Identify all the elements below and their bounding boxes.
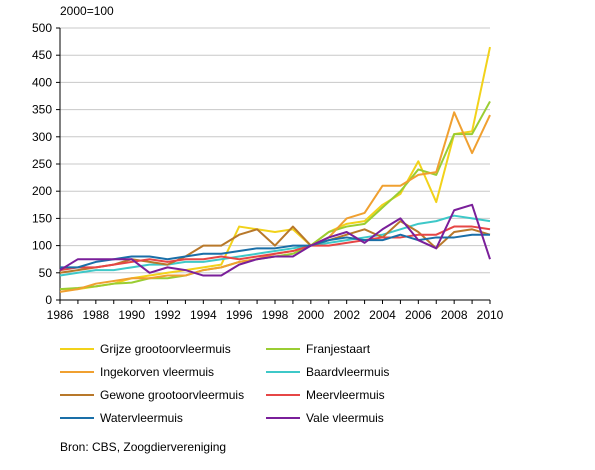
legend-swatch	[266, 394, 300, 396]
y-tick-label: 0	[45, 293, 52, 307]
legend-label: Meervleermuis	[306, 388, 385, 402]
legend-swatch	[60, 371, 94, 373]
legend-label: Ingekorven vleermuis	[100, 365, 215, 379]
series-line-baardvleermuis	[59, 214, 491, 277]
x-tick-label: 2010	[477, 308, 504, 322]
legend-label: Grijze grootoorvleermuis	[100, 342, 231, 356]
legend-item: Vale vleermuis	[266, 409, 384, 427]
legend-item: Gewone grootoorvleermuis	[60, 386, 244, 404]
y-tick-label: 200	[32, 184, 52, 198]
y-tick-label: 50	[39, 266, 53, 280]
tick-labels: 0 50 100 150 200 250 300 350 400 450 500 1986 1988 19…	[32, 21, 504, 322]
x-tick-label: 2004	[369, 308, 396, 322]
x-tick-label: 1996	[226, 308, 253, 322]
y-tick-label: 300	[32, 130, 52, 144]
legend-label: Vale vleermuis	[306, 411, 384, 425]
legend-label: Franjestaart	[306, 342, 371, 356]
y-tick-label: 250	[32, 157, 52, 171]
x-tick-label: 1998	[262, 308, 289, 322]
x-tick-label: 2002	[333, 308, 360, 322]
legend-label: Gewone grootoorvleermuis	[100, 388, 245, 402]
series-line-vale-vleermuis	[59, 203, 491, 277]
legend-swatch	[60, 394, 94, 396]
x-tick-label: 1986	[47, 308, 74, 322]
series-line-gewone-grootoorvleermuis	[59, 220, 491, 274]
series-line-meervleermuis	[59, 225, 491, 272]
legend-item: Grijze grootoorvleermuis	[60, 340, 231, 358]
legend-item: Baardvleermuis	[266, 363, 389, 381]
y-axis-unit-label: 2000=100	[60, 4, 114, 18]
legend-swatch	[60, 348, 94, 350]
x-tick-label: 2008	[441, 308, 468, 322]
line-chart: 0 50 100 150 200 250 300 350 400 450 500 1986 1988 19…	[32, 4, 504, 322]
x-tick-label: 1994	[190, 308, 217, 322]
legend-label: Baardvleermuis	[306, 365, 390, 379]
x-tick-label: 1990	[118, 308, 145, 322]
y-tick-label: 100	[32, 239, 52, 253]
axes	[56, 27, 491, 304]
legend-item: Watervleermuis	[60, 409, 183, 427]
x-tick-label: 1992	[154, 308, 181, 322]
y-tick-label: 150	[32, 211, 52, 225]
x-tick-label: 1988	[82, 308, 109, 322]
legend-item: Ingekorven vleermuis	[60, 363, 214, 381]
x-tick-label: 2000	[297, 308, 324, 322]
legend-swatch	[266, 371, 300, 373]
y-tick-label: 500	[32, 21, 52, 35]
source-note: Bron: CBS, Zoogdiervereniging	[60, 440, 227, 454]
legend-label: Watervleermuis	[100, 411, 183, 425]
x-tick-label: 2006	[405, 308, 432, 322]
legend-swatch	[266, 348, 300, 350]
y-tick-label: 450	[32, 48, 52, 62]
legend-item: Meervleermuis	[266, 386, 385, 404]
series-line-ingekorven-vleermuis	[59, 111, 491, 293]
legend-item: Franjestaart	[266, 340, 370, 358]
legend-swatch	[266, 417, 300, 419]
legend-swatch	[60, 417, 94, 419]
y-tick-label: 350	[32, 103, 52, 117]
series-lines	[59, 46, 491, 293]
grid-lines	[60, 27, 490, 301]
y-tick-label: 400	[32, 75, 52, 89]
